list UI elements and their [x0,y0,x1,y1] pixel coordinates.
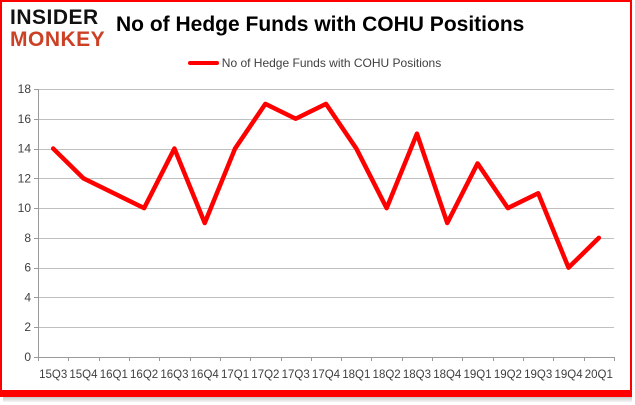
insider-monkey-logo: INSIDER MONKEY [10,7,105,50]
x-axis-label-15Q3: 15Q3 [39,369,67,381]
logo-monkey-text: MONKEY [10,28,106,51]
x-axis-label-18Q2: 18Q2 [373,369,401,381]
x-axis-label-17Q3: 17Q3 [282,369,310,381]
x-axis-label-16Q1: 16Q1 [100,369,128,381]
logo-insider-text: INSIDER [10,6,99,29]
x-axis-label-19Q3: 19Q3 [524,369,552,381]
x-axis-label-17Q4: 17Q4 [312,369,341,381]
x-axis-label-15Q4: 15Q4 [69,369,98,381]
x-axis-label-19Q1: 19Q1 [464,369,492,381]
x-axis-label-17Q2: 17Q2 [251,369,279,381]
y-axis-label-18: 18 [18,82,32,96]
x-axis-label-16Q2: 16Q2 [130,369,158,381]
x-axis-label-16Q3: 16Q3 [160,369,188,381]
y-axis-label-4: 4 [24,290,31,304]
chart-legend: No of Hedge Funds with COHU Positions [0,56,629,70]
x-axis-label-16Q4: 16Q4 [191,369,220,381]
legend-label: No of Hedge Funds with COHU Positions [221,56,442,70]
x-axis-label-17Q1: 17Q1 [221,369,249,381]
y-axis-label-0: 0 [24,350,31,364]
y-axis-label-2: 2 [24,320,31,334]
x-axis-label-20Q1: 20Q1 [585,369,613,381]
y-axis-label-16: 16 [18,112,32,126]
y-axis-label-6: 6 [24,261,31,275]
page-title: No of Hedge Funds with COHU Positions [116,13,525,36]
y-axis-label-8: 8 [24,231,31,245]
x-axis-label-19Q4: 19Q4 [554,369,583,381]
legend-line-marker [187,61,219,65]
x-axis-label-18Q1: 18Q1 [342,369,370,381]
series-line-cohu [50,101,602,270]
x-axis-label-18Q3: 18Q3 [403,369,431,381]
y-axis-label-14: 14 [18,142,32,156]
y-axis-label-12: 12 [18,171,32,185]
y-axis-label-10: 10 [18,201,32,215]
bottom-shadow [3,397,632,402]
x-axis-label-19Q2: 19Q2 [494,369,522,381]
x-axis-label-18Q4: 18Q4 [433,369,462,381]
